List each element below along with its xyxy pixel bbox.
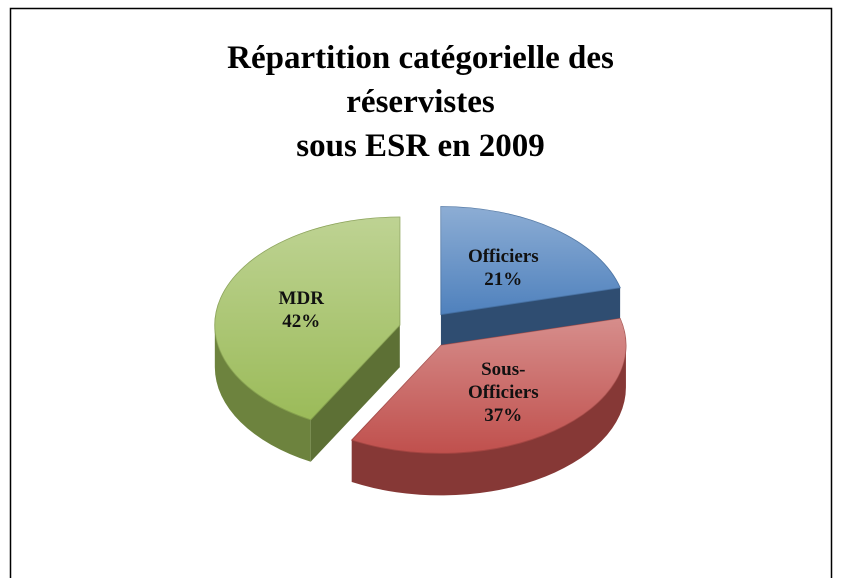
value-label: 37% <box>484 404 523 426</box>
title-line: réservistes <box>346 84 495 120</box>
frame <box>9 7 833 578</box>
slice-shine <box>440 206 621 315</box>
data-label: Sous-Officiers 37% <box>455 358 551 427</box>
slice-side <box>214 325 311 462</box>
data-label: Officiers 21% <box>455 245 551 291</box>
category-label: Sous-Officiers <box>467 358 539 403</box>
slice-side <box>351 345 626 496</box>
value-label: 42% <box>282 311 321 333</box>
chart-title: Répartition catégorielle des réservistes… <box>0 36 841 168</box>
pie <box>214 206 627 496</box>
category-label: MDR <box>278 288 324 310</box>
title-line: Répartition catégorielle des <box>227 40 614 76</box>
title-line: sous ESR en 2009 <box>296 128 545 164</box>
slice-wall <box>310 325 400 462</box>
value-label: 21% <box>484 268 523 290</box>
data-label: MDR 42% <box>253 287 349 333</box>
slice-shine <box>214 217 400 420</box>
slice-shine <box>351 318 626 454</box>
category-label: Officiers <box>467 245 539 267</box>
